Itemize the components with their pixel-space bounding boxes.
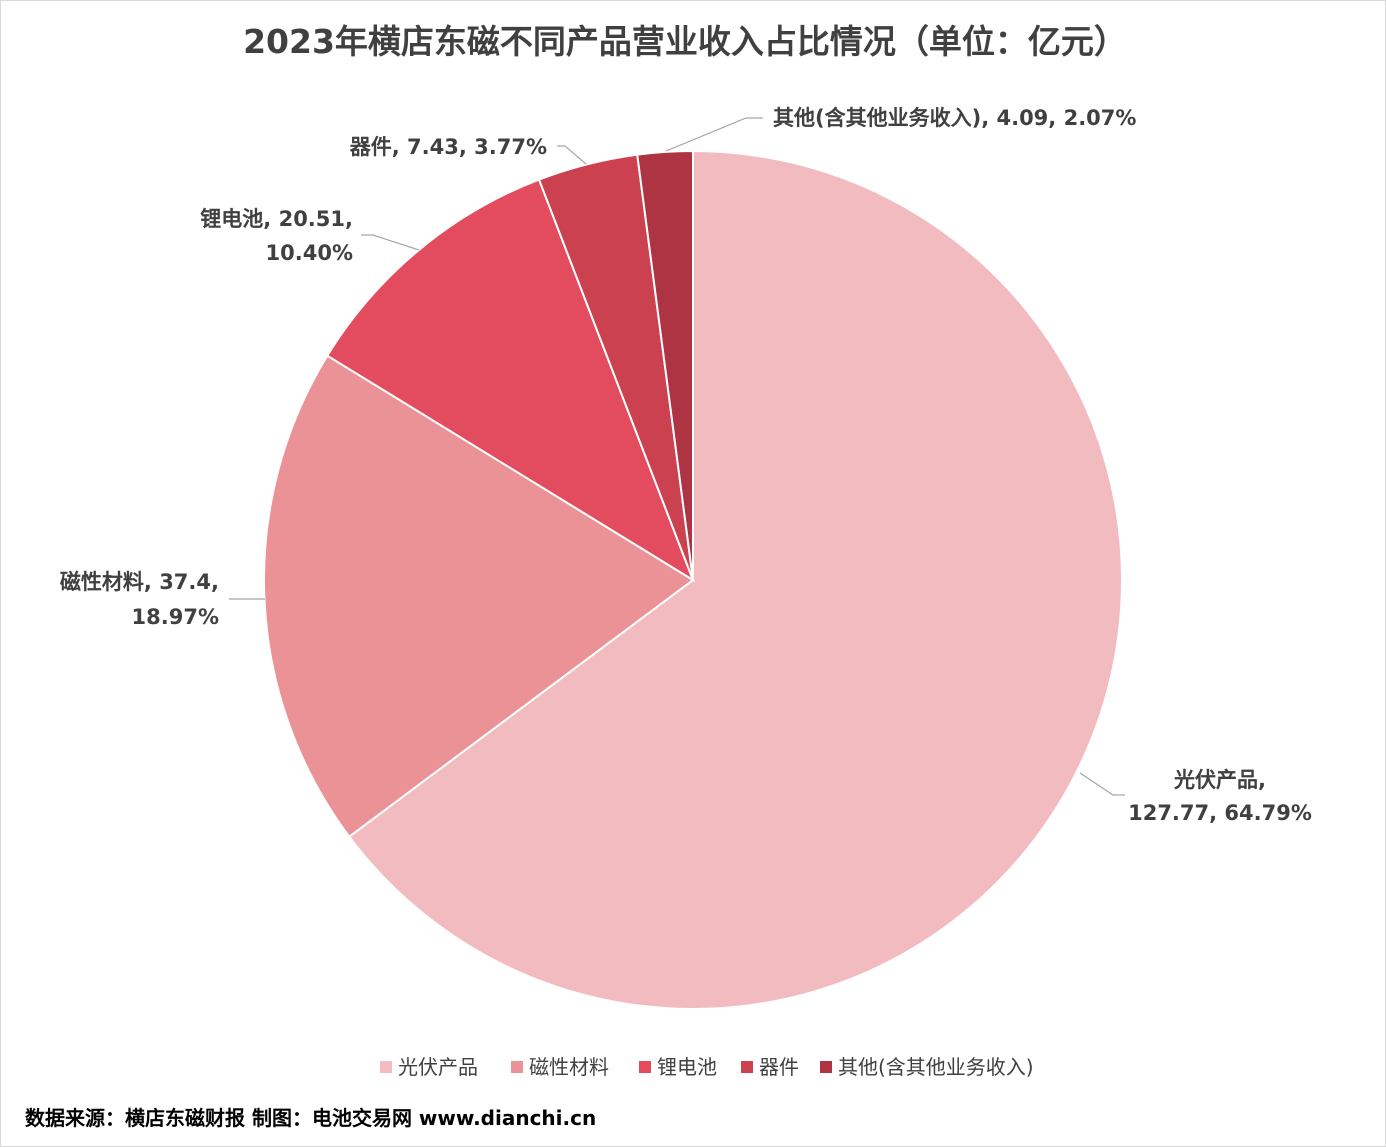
legend-label-2: 磁性材料 [529,1055,609,1079]
legend-swatch-3 [639,1061,651,1073]
legend-label-4: 器件 [759,1055,799,1079]
data-label-3: 锂电池, 20.51, 10.40% [200,207,353,265]
legend-swatch-5 [820,1061,832,1073]
leader-line-4 [557,145,587,165]
leader-line-5 [665,117,763,152]
legend-swatch-1 [380,1061,392,1073]
legend-label-5: 其他(含其他业务收入) [838,1055,1034,1079]
data-label-1: 光伏产品, 127.77, 64.79% [1128,768,1312,825]
legend-swatch-4 [741,1061,753,1073]
chart-title: 2023年横店东磁不同产品营业收入占比情况（单位：亿元） [243,22,1127,61]
legend-label-3: 锂电池 [657,1055,717,1079]
data-labels: 光伏产品, 127.77, 64.79% 磁性材料, 37.4, 18.97% 锂电池,… [60,106,1312,825]
legend: 光伏产品 磁性材料 锂电池 器件 其他(含其他业务收入) [380,1055,1034,1079]
legend-swatch-2 [511,1061,523,1073]
leader-line-3 [361,234,420,251]
pie-slice-1 [347,149,1123,1010]
source-note: 数据来源：横店东磁财报 制图：电池交易网 www.dianchi.cn [25,1106,596,1130]
leader-line-1 [1079,772,1125,796]
data-label-5: 其他(含其他业务收入), 4.09, 2.07% [773,106,1136,130]
leader-lines [229,117,1125,796]
pie-slice-5 [636,149,694,581]
pie-slices [263,149,1123,1010]
data-label-4: 器件, 7.43, 3.77% [349,135,547,159]
legend-label-1: 光伏产品 [398,1055,478,1079]
data-label-2: 磁性材料, 37.4, 18.97% [60,570,219,629]
